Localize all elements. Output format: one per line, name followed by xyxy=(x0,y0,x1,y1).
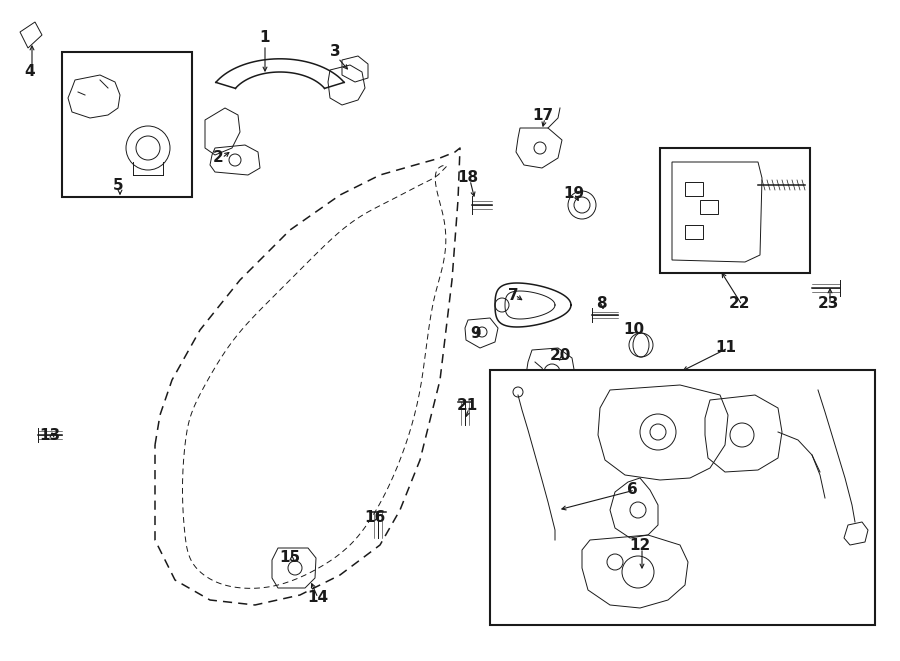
Text: 10: 10 xyxy=(624,323,644,338)
Bar xyxy=(685,225,703,239)
Text: 16: 16 xyxy=(364,510,385,525)
Text: 5: 5 xyxy=(112,178,123,192)
Text: 23: 23 xyxy=(817,295,839,311)
Text: 13: 13 xyxy=(40,428,60,442)
Text: 3: 3 xyxy=(329,44,340,59)
Text: 7: 7 xyxy=(508,288,518,303)
Text: 9: 9 xyxy=(471,325,482,340)
Bar xyxy=(490,370,875,625)
Text: 20: 20 xyxy=(549,348,571,362)
Text: 17: 17 xyxy=(533,108,554,122)
Text: 4: 4 xyxy=(24,65,35,79)
Text: 1: 1 xyxy=(260,30,270,46)
Text: 8: 8 xyxy=(596,295,607,311)
Text: 15: 15 xyxy=(279,551,301,566)
Text: 19: 19 xyxy=(563,186,585,200)
Text: 22: 22 xyxy=(729,295,751,311)
Bar xyxy=(660,148,810,273)
Bar xyxy=(700,200,718,214)
Bar xyxy=(685,182,703,196)
Text: 12: 12 xyxy=(629,537,651,553)
Text: 21: 21 xyxy=(456,397,478,412)
Text: 18: 18 xyxy=(457,171,479,186)
Text: 2: 2 xyxy=(212,151,223,165)
Bar xyxy=(62,52,192,197)
Text: 11: 11 xyxy=(716,340,736,356)
Text: 6: 6 xyxy=(626,483,637,498)
Text: 14: 14 xyxy=(308,590,328,605)
